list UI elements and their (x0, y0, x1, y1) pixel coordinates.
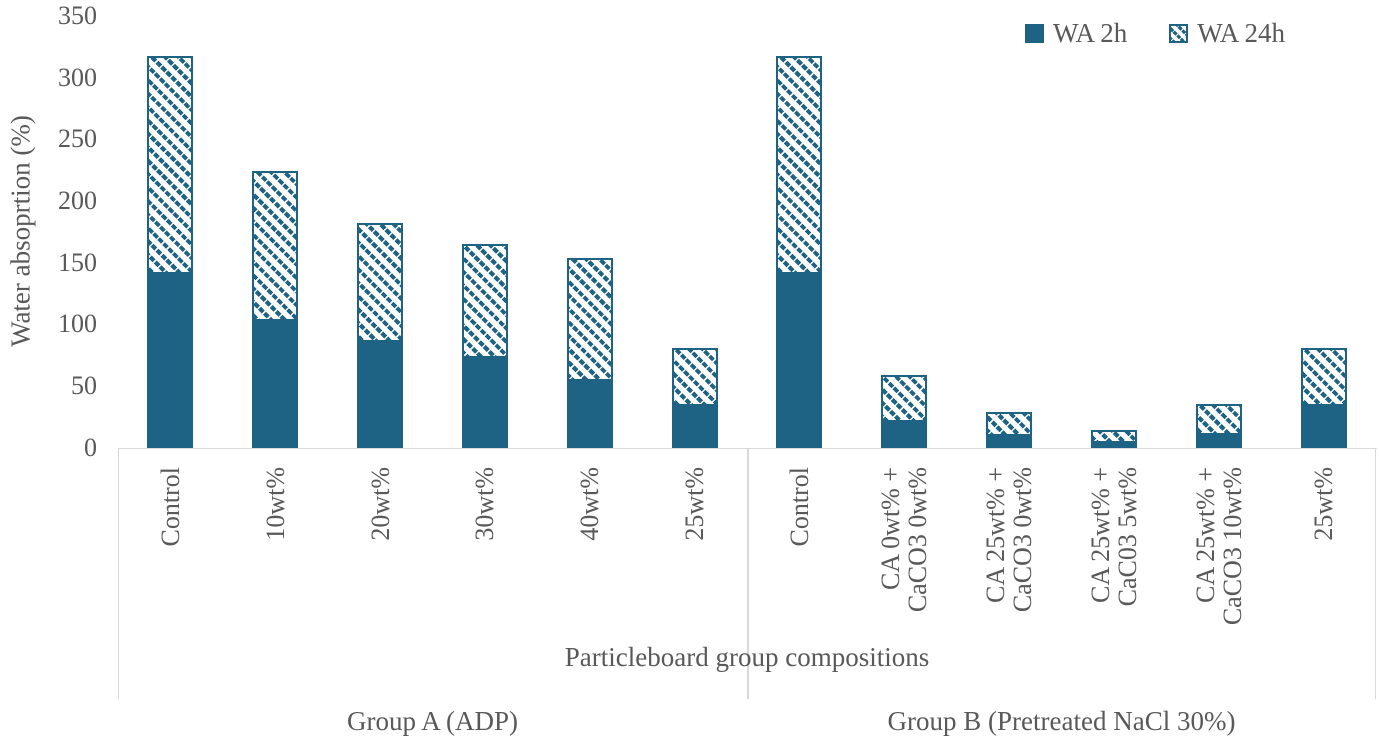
ytick-label: 250 (58, 124, 97, 154)
bar-segment-wa24h (1090, 430, 1137, 443)
bar-segment-wa24h (776, 55, 823, 274)
legend-label-wa24h: WA 24h (1197, 18, 1285, 48)
legend: WA 2h WA 24h (1025, 18, 1285, 49)
category-separator-right (1374, 448, 1376, 699)
legend-item-wa2h: WA 2h (1025, 18, 1127, 49)
category-label: 10wt% (260, 467, 290, 541)
bar-segment-wa24h (986, 411, 1033, 437)
bar-segment-wa2h (147, 273, 194, 448)
x-axis-title: Particleboard group compositions (564, 642, 930, 672)
category-separator-left (117, 448, 119, 699)
bar-segment-wa2h (1300, 405, 1347, 448)
category-label: 25wt% (680, 467, 710, 541)
ytick-label: 300 (58, 62, 97, 92)
ytick-label: 50 (71, 370, 97, 400)
ytick-label: 200 (58, 185, 97, 215)
category-label: 30wt% (470, 467, 500, 541)
bar-segment-wa2h (461, 357, 508, 448)
bar-segment-wa2h (252, 320, 299, 448)
legend-swatch-hatch-icon (1169, 24, 1189, 43)
bar-segment-wa2h (671, 405, 718, 448)
ytick-label: 150 (58, 247, 97, 277)
bar-segment-wa24h (1300, 347, 1347, 406)
bar-segment-wa2h (1195, 435, 1242, 448)
bar-segment-wa24h (1195, 404, 1242, 436)
bar-segment-wa2h (881, 421, 928, 448)
legend-label-wa2h: WA 2h (1053, 18, 1128, 48)
group-label-b: Group B (Pretreated NaCl 30%) (887, 706, 1236, 736)
bar-segment-wa2h (357, 341, 404, 448)
bar-segment-wa24h (566, 257, 613, 381)
bar-segment-wa24h (252, 171, 299, 321)
category-label: 25wt% (1309, 467, 1339, 541)
bar-segment-wa24h (881, 374, 928, 422)
ytick-label: 0 (84, 432, 97, 462)
legend-swatch-solid-icon (1025, 24, 1044, 43)
bar-segment-wa24h (147, 55, 194, 274)
category-label: Control (784, 467, 814, 547)
ytick-label: 350 (58, 1, 97, 30)
category-separator-middle (747, 448, 749, 699)
category-label: 40wt% (575, 467, 605, 541)
legend-item-wa24h: WA 24h (1169, 18, 1285, 49)
bar-segment-wa2h (776, 273, 823, 448)
bar-segment-wa24h (357, 223, 404, 342)
plot-area (118, 16, 1376, 448)
category-label: Control (155, 467, 185, 547)
bar-segment-wa24h (671, 347, 718, 406)
bar-segment-wa24h (461, 244, 508, 358)
group-label-a: Group A (ADP) (346, 706, 518, 736)
bar-segment-wa2h (1090, 442, 1137, 448)
bar-segment-wa2h (566, 380, 613, 448)
bar-segment-wa2h (986, 436, 1033, 448)
ytick-label: 100 (58, 309, 97, 339)
category-label: 20wt% (365, 467, 395, 541)
